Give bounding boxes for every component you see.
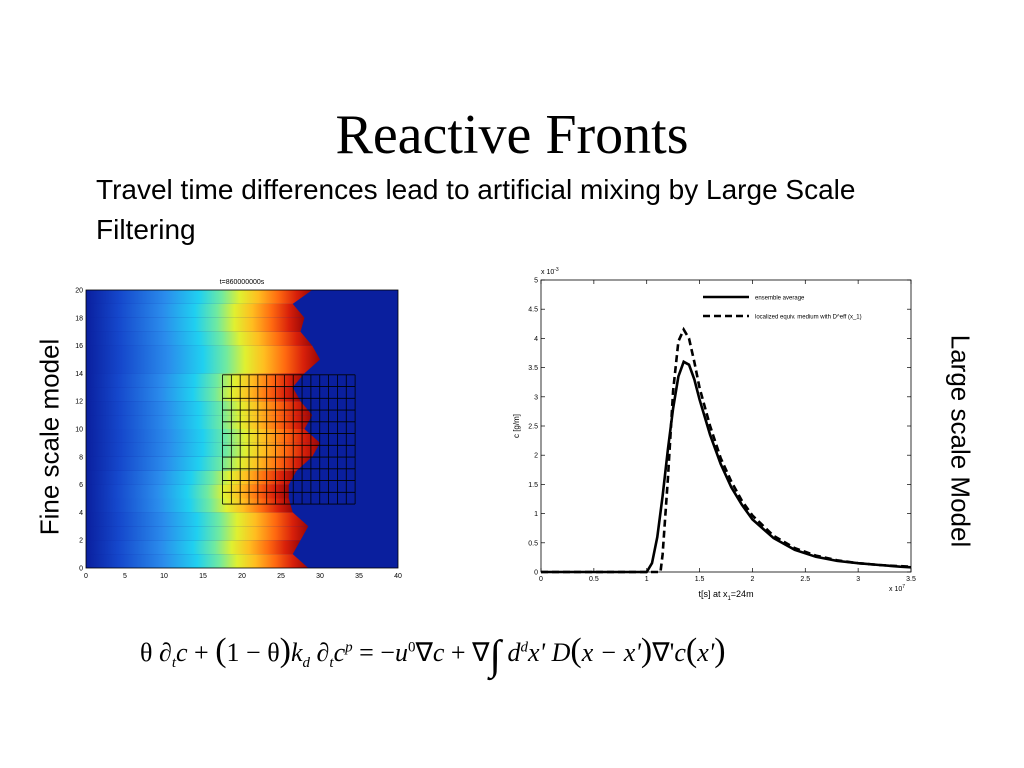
x-tick-label: 3.5 (906, 576, 916, 583)
slide-subtitle: Travel time differences lead to artifici… (96, 174, 856, 245)
front-strip (86, 415, 313, 429)
y-tick-label: 2 (79, 538, 83, 545)
x-tick-label: 3 (856, 576, 860, 583)
y-exponent-label: x 10-3 (541, 267, 559, 276)
front-strip (86, 484, 289, 499)
front-strip (86, 442, 320, 457)
chart-legend: ensemble average localized equiv. medium … (703, 296, 862, 321)
x-tick-label: 20 (238, 573, 246, 580)
front-strip (86, 290, 313, 304)
x-tick-label: 10 (160, 573, 168, 580)
y-tick-label: 6 (79, 482, 83, 489)
governing-equation: θ ∂tc + (1 − θ)kd ∂tcp = −u0∇c + ∇∫ ddx'… (140, 632, 726, 679)
y-tick-label: 4 (79, 510, 83, 517)
x-tick-label: 2 (750, 576, 754, 583)
y-tick-label: 2.5 (528, 424, 538, 431)
series-line-2 (541, 326, 912, 574)
front-strip (86, 345, 320, 360)
x-tick-label: 1.5 (695, 576, 705, 583)
legend-label: localized equiv. medium with D^eff (x_1) (755, 315, 862, 321)
front-strip (86, 526, 309, 541)
large-scale-figure: 0 0.5 1 1.5 2 2.5 3 3.5 0 0.5 1 1.5 2 2.5 3 3.5 4 4.5 5 x… (505, 260, 925, 605)
x-tick-label: 30 (316, 573, 324, 580)
front-strip (86, 512, 309, 527)
front-strip (86, 429, 320, 443)
slide-title: Reactive Fronts (335, 104, 689, 166)
front-strip (86, 554, 309, 568)
x-tick-label: 0 (84, 573, 88, 580)
front-strip (86, 331, 313, 346)
y-tick-label: 10 (75, 427, 83, 434)
y-tick-label: 3 (534, 394, 538, 401)
x-tick-label: 0 (539, 576, 543, 583)
front-strip (86, 387, 301, 402)
x-tick-label: 40 (394, 573, 402, 580)
y-tick-label: 4.5 (528, 307, 538, 314)
line-chart-frame (540, 279, 912, 573)
front-strip (86, 303, 305, 318)
x-tick-label: 1 (645, 576, 649, 583)
y-tick-label: 1 (534, 511, 538, 518)
y-tick-label: 8 (79, 454, 83, 461)
y-tick-label: 20 (75, 288, 83, 295)
x-tick-label: 0.5 (589, 576, 599, 583)
x-exponent-label: x 107 (889, 584, 905, 593)
front-strip (86, 373, 305, 388)
x-tick-label: 35 (355, 573, 363, 580)
y-tick-label: 1.5 (528, 482, 538, 489)
y-tick-label: 0 (534, 570, 538, 577)
y-tick-label: 2 (534, 453, 538, 460)
heatmap-frame (85, 289, 399, 569)
front-strip (86, 359, 320, 374)
x-tick-label: 2.5 (800, 576, 810, 583)
front-strip (86, 470, 297, 485)
y-axis-label: c [g/m] (512, 414, 521, 438)
x-axis-label: t[s] at x1=24m (698, 589, 753, 602)
y-tick-label: 0.5 (528, 540, 538, 547)
y-tick-label: 14 (75, 371, 83, 378)
large-scale-label: Large scale Model (945, 334, 976, 548)
y-tick-label: 4 (534, 336, 538, 343)
heatmap-chart: t=860000000s 0 5 10 15 20 25 30 35 40 0 2 4 6 8 10 12 1… (75, 279, 402, 580)
y-tick-label: 18 (75, 315, 83, 322)
y-tick-label: 5 (534, 278, 538, 285)
heatmap-title: t=860000000s (220, 279, 265, 286)
x-tick-label: 5 (123, 573, 127, 580)
legend-label: ensemble average (755, 296, 805, 302)
x-tick-label: 15 (199, 573, 207, 580)
y-tick-label: 16 (75, 343, 83, 350)
y-tick-label: 0 (79, 566, 83, 573)
front-strip (86, 401, 313, 416)
front-strip (86, 456, 313, 471)
fine-scale-figure: t=860000000s 0 5 10 15 20 25 30 35 40 0 2 4 6 8 10 12 1… (60, 270, 410, 590)
y-tick-label: 12 (75, 399, 83, 406)
front-strip (86, 540, 301, 555)
x-tick-label: 25 (277, 573, 285, 580)
y-tick-label: 3.5 (528, 365, 538, 372)
line-chart: 0 0.5 1 1.5 2 2.5 3 3.5 0 0.5 1 1.5 2 2.5 3 3.5 4 4.5 5 x… (512, 267, 916, 602)
front-strip (86, 317, 305, 332)
front-strip (86, 498, 293, 513)
